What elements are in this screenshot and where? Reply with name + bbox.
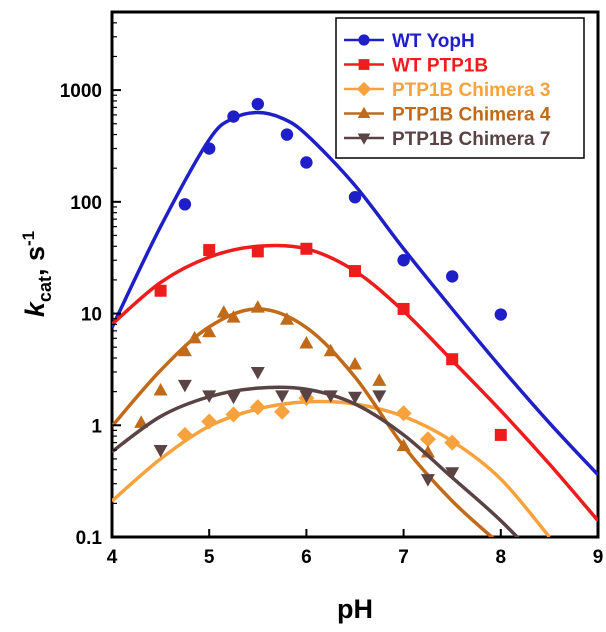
- data-point: [176, 426, 193, 443]
- fit-line: [112, 110, 598, 477]
- data-point: [494, 428, 507, 441]
- data-point: [201, 413, 218, 430]
- series-ptp1b-chimera-3: [112, 390, 551, 537]
- data-point: [251, 245, 264, 258]
- fit-line: [112, 399, 551, 537]
- legend-label: WT YopH: [392, 31, 475, 52]
- data-point: [226, 310, 241, 323]
- data-point: [372, 390, 387, 403]
- x-tick-label: 9: [593, 547, 604, 568]
- legend-label: WT PTP1B: [392, 56, 488, 77]
- y-axis-title: kcat, s-1: [19, 231, 55, 317]
- data-point: [251, 97, 264, 111]
- data-point: [178, 198, 192, 211]
- legend-entry: WT PTP1B: [344, 56, 488, 77]
- svg-text:kcat, s-1: kcat, s-1: [19, 231, 55, 317]
- data-point: [203, 142, 216, 155]
- legend-entry: WT YopH: [344, 31, 475, 52]
- fit-line: [112, 385, 520, 537]
- x-tick-label: 6: [301, 547, 312, 568]
- data-point: [216, 305, 231, 318]
- data-point: [348, 391, 362, 405]
- data-point: [446, 270, 459, 283]
- legend-entry: PTP1B Chimera 7: [344, 129, 550, 150]
- data-point: [396, 438, 411, 452]
- data-point: [153, 382, 168, 396]
- data-point: [397, 302, 410, 315]
- data-point: [323, 343, 338, 357]
- data-point: [203, 244, 216, 257]
- x-tick-label: 5: [204, 547, 215, 568]
- data-point: [494, 308, 507, 321]
- legend-entry: PTP1B Chimera 3: [344, 80, 550, 101]
- series-wt-yoph: [112, 97, 598, 477]
- data-point: [300, 156, 313, 169]
- axes-layer: 4 5 6 7 8 9 0.1 1 10 100 1000: [60, 11, 604, 568]
- series-ptp1b-chimera-4: [112, 300, 495, 537]
- data-point: [348, 190, 362, 204]
- plot-frame: [110, 10, 600, 539]
- series-ptp1b-chimera-7: [112, 366, 520, 537]
- data-point: [323, 390, 338, 403]
- data-point: [227, 110, 240, 123]
- x-tick-label: 7: [398, 547, 409, 568]
- plot-layer: [112, 97, 598, 537]
- data-point: [187, 330, 202, 344]
- legend-label: PTP1B Chimera 4: [392, 105, 551, 126]
- data-point: [249, 399, 266, 416]
- data-point: [446, 353, 459, 366]
- legend-entry: PTP1B Chimera 4: [344, 105, 551, 126]
- data-point: [299, 335, 314, 349]
- data-point: [153, 445, 168, 458]
- data-point: [177, 343, 192, 357]
- y-axis-title-sup: -1: [19, 231, 38, 246]
- data-point: [445, 467, 460, 480]
- data-point: [250, 366, 265, 380]
- fit-line: [112, 307, 495, 537]
- data-point: [202, 390, 217, 403]
- data-point: [300, 242, 313, 255]
- x-tick-label: 8: [496, 547, 507, 568]
- data-point: [275, 390, 290, 403]
- data-point: [225, 406, 242, 423]
- data-point: [154, 284, 167, 297]
- data-point: [348, 356, 362, 370]
- data-point: [420, 474, 435, 487]
- y-tick-label: 0.1: [76, 528, 103, 549]
- data-point: [280, 128, 294, 141]
- data-point: [177, 379, 192, 393]
- data-point: [226, 391, 241, 405]
- y-tick-label: 1: [91, 416, 102, 437]
- data-point: [395, 405, 412, 422]
- y-tick-label: 10: [81, 305, 102, 326]
- legend-label: PTP1B Chimera 7: [392, 129, 550, 150]
- series-wt-ptp1b: [112, 242, 598, 522]
- data-point: [202, 324, 217, 338]
- y-axis-title-main: k: [20, 300, 50, 317]
- x-axis-title: pH: [337, 594, 373, 624]
- data-point: [279, 312, 294, 325]
- y-tick-label: 1000: [60, 81, 102, 102]
- legend: WT YopH WT PTP1B PTP1B Chimera 3 PTP1B Chim…: [335, 17, 585, 159]
- legend-label: PTP1B Chimera 3: [392, 80, 550, 101]
- data-point: [274, 403, 291, 420]
- data-point: [349, 265, 361, 278]
- data-point: [372, 373, 387, 386]
- x-tick-label: 4: [107, 547, 118, 568]
- data-point: [419, 431, 436, 448]
- data-point: [299, 390, 314, 403]
- data-point: [444, 434, 461, 451]
- data-point: [134, 415, 149, 428]
- y-tick-label: 100: [70, 193, 102, 214]
- y-axis-title-sep: , s: [20, 246, 50, 276]
- data-point: [397, 254, 410, 267]
- y-axis-title-sub: cat: [35, 276, 55, 302]
- data-point: [250, 300, 265, 313]
